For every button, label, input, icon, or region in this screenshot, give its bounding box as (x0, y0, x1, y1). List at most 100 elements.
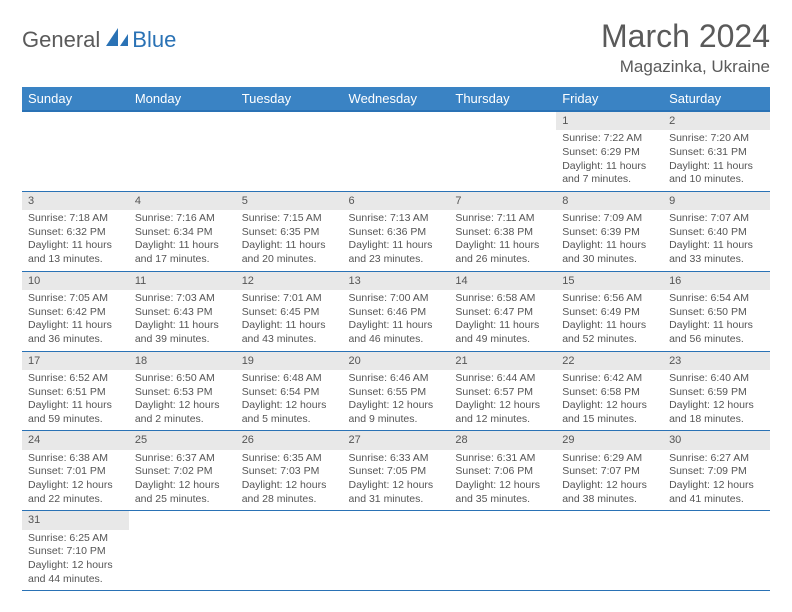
cell-line: Sunrise: 7:20 AM (669, 132, 764, 146)
cell-line: and 38 minutes. (562, 493, 657, 507)
cell-line: Sunrise: 6:48 AM (242, 372, 337, 386)
cell-line: and 9 minutes. (349, 413, 444, 427)
day-number: 15 (556, 272, 663, 290)
cell-body: Sunrise: 6:31 AMSunset: 7:06 PMDaylight:… (449, 450, 556, 511)
day-number: 23 (663, 352, 770, 370)
cell-line: and 28 minutes. (242, 493, 337, 507)
logo: General Blue (22, 26, 176, 53)
calendar-week-row: 3Sunrise: 7:18 AMSunset: 6:32 PMDaylight… (22, 191, 770, 271)
cell-line: Sunset: 6:58 PM (562, 386, 657, 400)
cell-body (556, 530, 663, 536)
cell-line: Sunrise: 7:09 AM (562, 212, 657, 226)
cell-line: and 39 minutes. (135, 333, 230, 347)
day-number (129, 511, 236, 529)
cell-line: and 35 minutes. (455, 493, 550, 507)
calendar-cell: 24Sunrise: 6:38 AMSunset: 7:01 PMDayligh… (22, 431, 129, 511)
calendar-cell: 29Sunrise: 6:29 AMSunset: 7:07 PMDayligh… (556, 431, 663, 511)
cell-body: Sunrise: 7:00 AMSunset: 6:46 PMDaylight:… (343, 290, 450, 351)
day-number: 17 (22, 352, 129, 370)
calendar-cell: 12Sunrise: 7:01 AMSunset: 6:45 PMDayligh… (236, 271, 343, 351)
cell-body: Sunrise: 7:03 AMSunset: 6:43 PMDaylight:… (129, 290, 236, 351)
calendar-cell (236, 111, 343, 191)
calendar-cell: 31Sunrise: 6:25 AMSunset: 7:10 PMDayligh… (22, 511, 129, 591)
day-number: 13 (343, 272, 450, 290)
calendar-cell: 28Sunrise: 6:31 AMSunset: 7:06 PMDayligh… (449, 431, 556, 511)
day-number: 10 (22, 272, 129, 290)
calendar-cell: 2Sunrise: 7:20 AMSunset: 6:31 PMDaylight… (663, 111, 770, 191)
cell-line: Daylight: 12 hours (135, 479, 230, 493)
calendar-cell: 22Sunrise: 6:42 AMSunset: 6:58 PMDayligh… (556, 351, 663, 431)
cell-line: Daylight: 12 hours (349, 399, 444, 413)
cell-body: Sunrise: 6:25 AMSunset: 7:10 PMDaylight:… (22, 530, 129, 591)
day-number (556, 511, 663, 529)
cell-line: Sunrise: 6:35 AM (242, 452, 337, 466)
calendar-cell: 1Sunrise: 7:22 AMSunset: 6:29 PMDaylight… (556, 111, 663, 191)
cell-line: Sunrise: 6:46 AM (349, 372, 444, 386)
cell-body (343, 530, 450, 536)
cell-body (236, 130, 343, 136)
cell-line: and 5 minutes. (242, 413, 337, 427)
cell-body: Sunrise: 6:29 AMSunset: 7:07 PMDaylight:… (556, 450, 663, 511)
sail-icon (104, 26, 130, 53)
cell-line: Sunrise: 7:22 AM (562, 132, 657, 146)
weekday-header: Wednesday (343, 87, 450, 111)
cell-line: Daylight: 11 hours (28, 319, 123, 333)
cell-line: Sunrise: 6:29 AM (562, 452, 657, 466)
cell-body: Sunrise: 6:46 AMSunset: 6:55 PMDaylight:… (343, 370, 450, 431)
weekday-header: Saturday (663, 87, 770, 111)
cell-body: Sunrise: 6:44 AMSunset: 6:57 PMDaylight:… (449, 370, 556, 431)
cell-line: Daylight: 11 hours (669, 160, 764, 174)
calendar-body: 1Sunrise: 7:22 AMSunset: 6:29 PMDaylight… (22, 111, 770, 591)
cell-line: Sunrise: 6:44 AM (455, 372, 550, 386)
calendar-cell: 21Sunrise: 6:44 AMSunset: 6:57 PMDayligh… (449, 351, 556, 431)
cell-line: Sunset: 7:03 PM (242, 465, 337, 479)
cell-line: Sunrise: 6:37 AM (135, 452, 230, 466)
cell-line: Daylight: 12 hours (562, 399, 657, 413)
calendar-cell (449, 511, 556, 591)
calendar-cell: 25Sunrise: 6:37 AMSunset: 7:02 PMDayligh… (129, 431, 236, 511)
day-number: 4 (129, 192, 236, 210)
calendar-cell: 19Sunrise: 6:48 AMSunset: 6:54 PMDayligh… (236, 351, 343, 431)
cell-line: Sunset: 6:31 PM (669, 146, 764, 160)
cell-line: Daylight: 12 hours (669, 399, 764, 413)
cell-line: Daylight: 12 hours (242, 399, 337, 413)
cell-line: and 7 minutes. (562, 173, 657, 187)
cell-line: Daylight: 11 hours (28, 399, 123, 413)
cell-line: Sunset: 7:07 PM (562, 465, 657, 479)
cell-body (236, 530, 343, 536)
cell-line: Sunset: 6:59 PM (669, 386, 764, 400)
cell-line: Sunset: 7:02 PM (135, 465, 230, 479)
cell-line: and 17 minutes. (135, 253, 230, 267)
calendar-cell (663, 511, 770, 591)
cell-line: Sunset: 7:10 PM (28, 545, 123, 559)
cell-body (449, 530, 556, 536)
cell-line: Daylight: 12 hours (562, 479, 657, 493)
cell-line: Daylight: 12 hours (455, 399, 550, 413)
cell-body: Sunrise: 6:48 AMSunset: 6:54 PMDaylight:… (236, 370, 343, 431)
cell-body: Sunrise: 6:50 AMSunset: 6:53 PMDaylight:… (129, 370, 236, 431)
cell-line: Sunset: 6:53 PM (135, 386, 230, 400)
day-number: 3 (22, 192, 129, 210)
cell-line: and 49 minutes. (455, 333, 550, 347)
cell-line: Sunset: 6:36 PM (349, 226, 444, 240)
day-number: 12 (236, 272, 343, 290)
cell-body: Sunrise: 7:22 AMSunset: 6:29 PMDaylight:… (556, 130, 663, 191)
cell-line: Sunrise: 6:31 AM (455, 452, 550, 466)
cell-line: Daylight: 11 hours (349, 319, 444, 333)
cell-body (449, 130, 556, 136)
day-number: 28 (449, 431, 556, 449)
day-number (129, 112, 236, 130)
cell-line: and 22 minutes. (28, 493, 123, 507)
cell-line: and 46 minutes. (349, 333, 444, 347)
calendar-cell: 4Sunrise: 7:16 AMSunset: 6:34 PMDaylight… (129, 191, 236, 271)
cell-line: Sunrise: 6:27 AM (669, 452, 764, 466)
cell-body (22, 130, 129, 136)
cell-line: Sunrise: 7:00 AM (349, 292, 444, 306)
cell-line: Sunrise: 6:58 AM (455, 292, 550, 306)
cell-line: Daylight: 12 hours (455, 479, 550, 493)
day-number: 8 (556, 192, 663, 210)
cell-body: Sunrise: 7:07 AMSunset: 6:40 PMDaylight:… (663, 210, 770, 271)
cell-line: Sunset: 7:09 PM (669, 465, 764, 479)
cell-line: Sunrise: 7:13 AM (349, 212, 444, 226)
cell-line: Daylight: 11 hours (349, 239, 444, 253)
